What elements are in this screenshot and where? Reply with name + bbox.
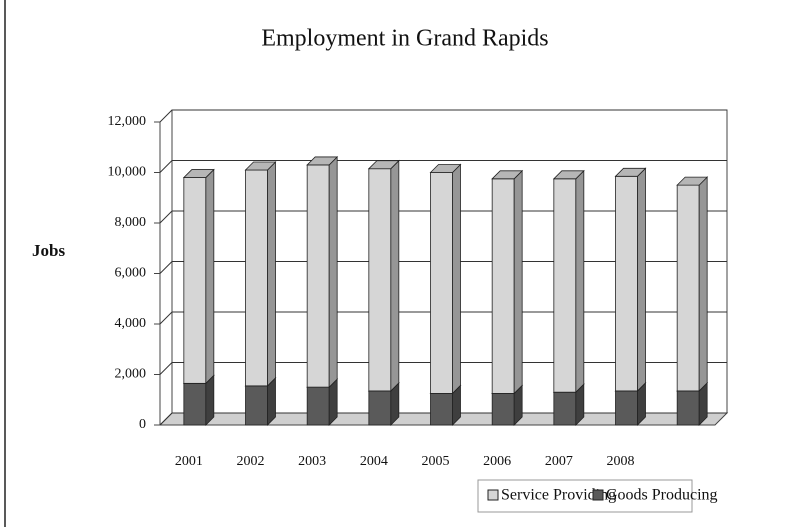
bar-top [491,170,524,180]
x-tick-label: 2005 [422,454,450,469]
bar-segment [183,382,207,426]
bar-side [328,155,338,389]
bar-segment [430,393,453,426]
bar-segment [676,390,700,426]
legend-label: Service Providing [501,487,616,504]
grid-line-depth [159,109,173,123]
grid-line-depth [159,160,173,173]
bar-side [267,161,276,387]
bar-side [452,163,461,395]
bar-side [205,374,215,426]
x-tick-label: 2001 [175,454,203,469]
legend-box [477,479,693,513]
bar-side [390,159,400,392]
x-tick-label: 2003 [298,454,326,469]
y-tick-label: 2,000 [115,367,147,382]
bar-side [637,167,646,392]
y-tick-label: 4,000 [115,316,147,331]
bar-segment [430,172,453,394]
bar-segment [553,178,577,393]
y-axis-label: Jobs [32,241,65,260]
bar-segment [245,169,268,387]
x-tick-label: 2007 [545,454,573,469]
y-tick-label: 10,000 [108,165,147,180]
chart-title: Employment in Grand Rapids [261,26,548,52]
bar-segment [553,391,577,426]
bar-segment [615,390,638,426]
bar-segment [183,177,207,384]
bar-segment [368,390,392,426]
bar-top [244,161,277,171]
bar-segment [491,393,515,426]
bar-segment [615,175,638,392]
grid-line-depth [159,311,173,325]
bar-side [513,169,523,395]
bar-top [429,164,462,173]
legend-swatch [592,489,604,501]
bar-side [205,168,215,385]
bar-top [552,170,585,180]
x-tick-label: 2008 [607,454,635,469]
bar-segment [245,385,268,426]
bar-segment [306,164,330,388]
x-tick-label: 2004 [360,454,388,469]
bar-segment [491,178,515,394]
y-tick-label: 8,000 [115,215,147,230]
bar-top [614,167,647,177]
bar-top [676,176,709,186]
bar-top [367,160,400,170]
y-tick-label: 6,000 [115,266,147,281]
bar-top [182,169,215,178]
y-tick-label: 0 [139,417,146,432]
bar-segment [676,184,700,392]
grid-line-depth [159,210,173,224]
legend-swatch [487,489,499,501]
grid-line-depth [159,362,173,375]
x-tick-label: 2002 [237,454,265,469]
grid-line-depth [159,261,173,274]
legend-label: Goods Producing [606,487,718,504]
bar-segment [368,168,392,392]
bar-segment [306,386,330,426]
bar-side [698,176,708,392]
bar-top [306,156,339,166]
y-tick-label: 12,000 [108,114,147,129]
grid-line-depth [159,412,173,426]
bar-side [575,169,585,394]
x-tick-label: 2006 [483,454,511,469]
